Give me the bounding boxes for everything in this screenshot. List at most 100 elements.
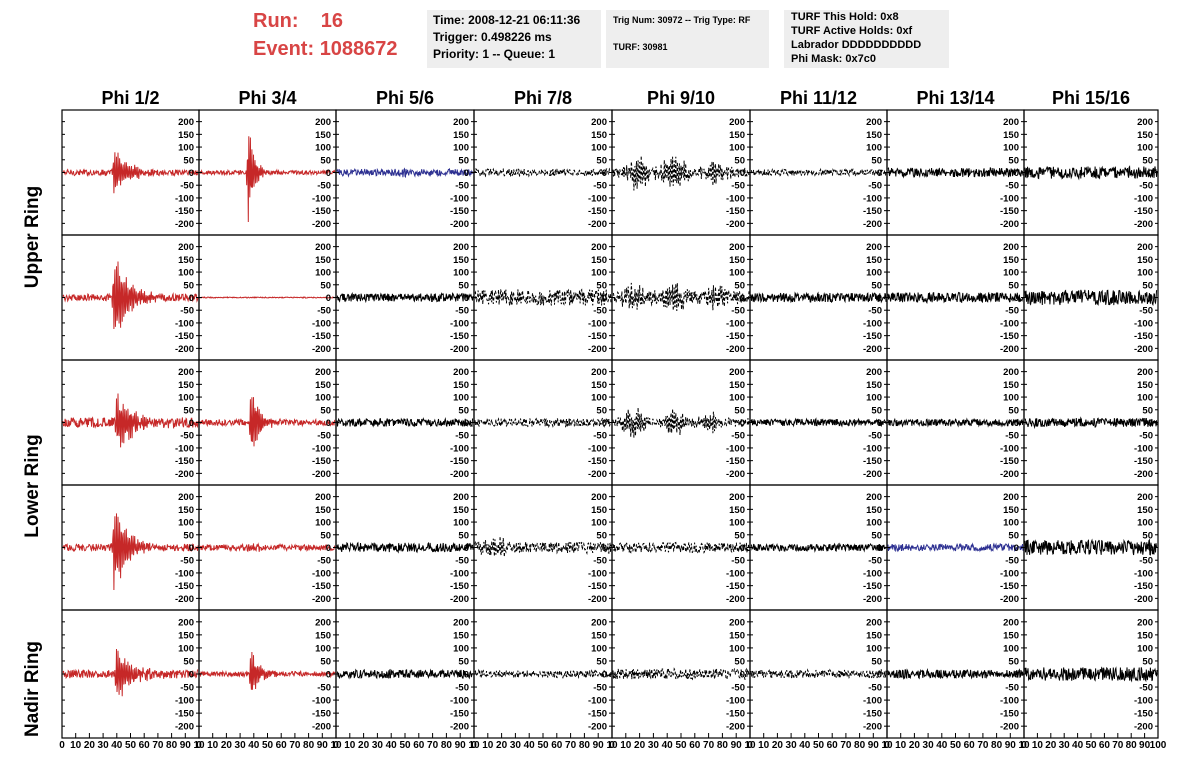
y-tick-label: 150 <box>178 130 194 141</box>
y-tick-label: -200 <box>726 344 745 355</box>
y-tick-label: -150 <box>863 456 882 467</box>
y-tick-label: -100 <box>1134 696 1153 707</box>
y-tick-label: -100 <box>863 568 882 579</box>
y-tick-label: -100 <box>312 568 331 579</box>
y-tick-label: 100 <box>729 393 745 404</box>
y-tick-label: 50 <box>320 656 331 667</box>
y-tick-label: 0 <box>877 293 882 304</box>
y-tick-label: -150 <box>726 581 745 592</box>
x-tick-label: 60 <box>1099 740 1111 751</box>
y-tick-label: -150 <box>726 709 745 720</box>
y-tick-label: 50 <box>1142 405 1153 416</box>
y-tick-label: 150 <box>1003 130 1019 141</box>
y-tick-label: 150 <box>453 130 469 141</box>
y-tick-label: -150 <box>1134 206 1153 217</box>
x-tick-label: 90 <box>1139 740 1151 751</box>
y-tick-label: 100 <box>591 143 607 154</box>
y-tick-label: -50 <box>1005 556 1019 567</box>
waveform-trace <box>199 397 336 447</box>
y-tick-label: 200 <box>178 492 194 503</box>
y-tick-label: 0 <box>877 543 882 554</box>
y-tick-label: 200 <box>866 492 882 503</box>
y-tick-label: -200 <box>726 594 745 605</box>
y-tick-label: -100 <box>726 568 745 579</box>
waveform-trace <box>199 542 336 553</box>
y-tick-label: -200 <box>312 594 331 605</box>
trig-info-panel: Trig Num: 30972 -- Trig Type: RF TURF: 3… <box>606 10 769 68</box>
x-tick-label: 90 <box>593 740 605 751</box>
y-tick-label: -100 <box>588 193 607 204</box>
y-tick-label: 100 <box>178 643 194 654</box>
y-tick-label: 100 <box>178 268 194 279</box>
waveform-trace <box>474 417 612 429</box>
y-tick-label: -100 <box>312 443 331 454</box>
y-tick-label: -50 <box>455 556 469 567</box>
y-tick-label: -100 <box>1134 568 1153 579</box>
y-tick-label: 50 <box>734 405 745 416</box>
column-header: Phi 7/8 <box>514 88 572 108</box>
y-tick-label: 0 <box>464 543 469 554</box>
x-tick-label: 0 <box>884 740 890 751</box>
y-tick-label: -200 <box>863 219 882 230</box>
y-tick-label: 150 <box>866 380 882 391</box>
y-tick-label: 50 <box>458 405 469 416</box>
x-tick-label: 60 <box>139 740 151 751</box>
y-tick-label: -200 <box>726 722 745 733</box>
y-tick-label: 100 <box>1137 393 1153 404</box>
y-tick-label: 0 <box>1148 670 1153 681</box>
y-tick-label: 0 <box>326 543 331 554</box>
y-tick-label: 0 <box>1148 543 1153 554</box>
priority-line: Priority: 1 -- Queue: 1 <box>433 47 556 61</box>
y-tick-label: -50 <box>731 556 745 567</box>
y-tick-label: 50 <box>871 530 882 541</box>
y-tick-label: -200 <box>175 594 194 605</box>
y-tick-label: 150 <box>1003 505 1019 516</box>
y-tick-label: 50 <box>871 656 882 667</box>
y-tick-label: 50 <box>734 656 745 667</box>
x-tick-label: 30 <box>98 740 110 751</box>
y-tick-label: 0 <box>602 543 607 554</box>
y-tick-label: 50 <box>734 530 745 541</box>
y-tick-label: 100 <box>729 643 745 654</box>
y-tick-label: 100 <box>453 268 469 279</box>
y-tick-label: 100 <box>866 518 882 529</box>
y-tick-label: -200 <box>450 469 469 480</box>
x-tick-label: 10 <box>744 740 756 751</box>
y-tick-label: 200 <box>591 242 607 253</box>
y-tick-label: 50 <box>1008 405 1019 416</box>
y-tick-label: -100 <box>726 696 745 707</box>
y-tick-label: 0 <box>1014 168 1019 179</box>
waveform-trace <box>1024 416 1158 430</box>
y-tick-label: 0 <box>1148 293 1153 304</box>
y-tick-label: -200 <box>1134 219 1153 230</box>
y-tick-label: -50 <box>317 556 331 567</box>
waveform-trace <box>887 667 1024 680</box>
phi-mask-line: Phi Mask: 0x7c0 <box>791 53 876 65</box>
waveform-trace <box>200 136 336 223</box>
y-tick-label: 100 <box>866 268 882 279</box>
y-tick-label: 150 <box>729 255 745 266</box>
y-tick-label: -200 <box>312 469 331 480</box>
y-tick-label: -50 <box>1139 683 1153 694</box>
y-tick-label: 100 <box>315 143 331 154</box>
y-tick-label: -100 <box>588 696 607 707</box>
waveform-trace <box>336 167 474 179</box>
y-tick-label: 150 <box>453 380 469 391</box>
y-tick-label: 150 <box>591 380 607 391</box>
x-tick-label: 40 <box>386 740 398 751</box>
y-tick-label: -200 <box>1000 344 1019 355</box>
y-tick-label: -200 <box>1000 722 1019 733</box>
y-tick-label: -50 <box>1139 431 1153 442</box>
y-tick-label: -150 <box>1134 581 1153 592</box>
waveform-trace <box>750 542 887 553</box>
y-tick-label: -150 <box>1000 709 1019 720</box>
